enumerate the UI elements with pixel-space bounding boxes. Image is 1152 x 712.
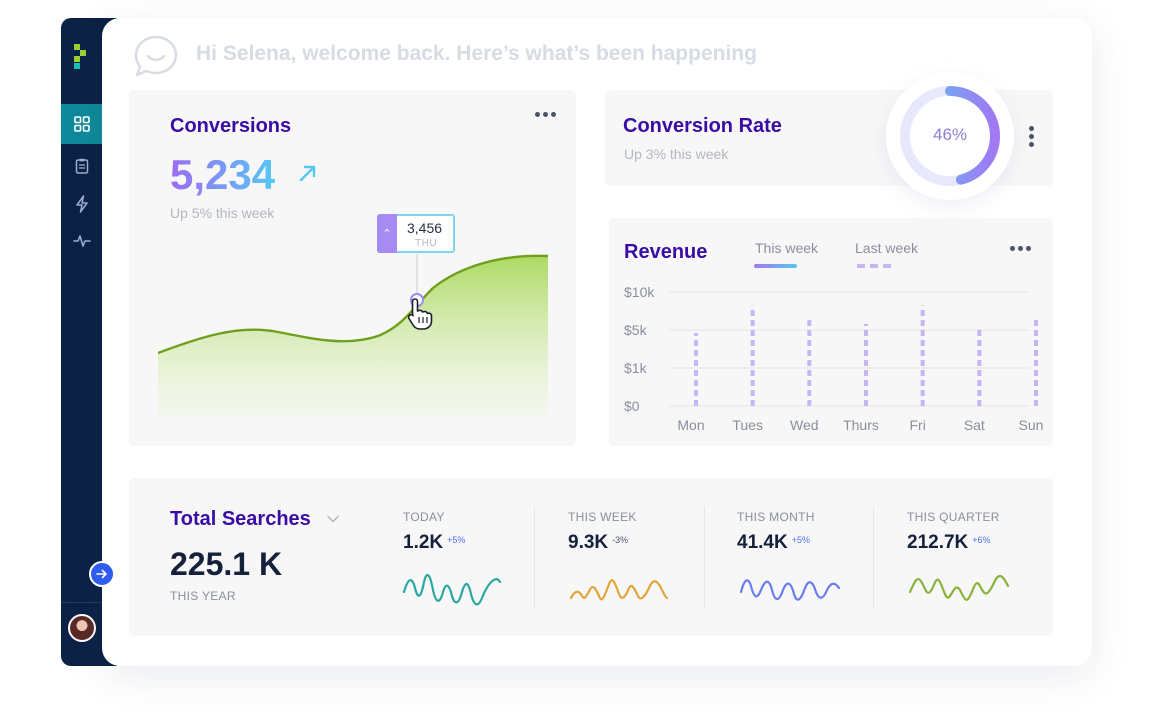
x-tick-label: Thurs <box>843 417 879 433</box>
y-tick-label: $1k <box>624 360 648 376</box>
total-searches-period: THIS YEAR <box>170 589 236 603</box>
sidebar-item-dashboard[interactable] <box>61 104 102 144</box>
conversion-rate-gauge <box>900 86 1000 186</box>
total-searches-title: Total Searches <box>170 508 311 530</box>
total-searches-card <box>129 478 1053 636</box>
legend-last-week[interactable]: Last week <box>855 240 919 256</box>
stat-delta: +5% <box>791 535 810 545</box>
conversion-rate-title: Conversion Rate <box>623 115 782 137</box>
sparkline-this-month <box>739 579 841 601</box>
stat-this-month: THIS MONTH 41.4K +5% <box>737 510 815 554</box>
conversions-more-button[interactable] <box>535 112 556 117</box>
stat-value: 1.2K +5% <box>403 532 465 554</box>
stat-label: TODAY <box>403 510 445 524</box>
clipboard-icon <box>75 158 88 174</box>
stat-label: THIS MONTH <box>737 510 815 524</box>
conversions-title: Conversions <box>170 115 292 137</box>
sidebar-item-actions[interactable] <box>61 184 102 224</box>
tooltip-day: THU <box>415 238 438 249</box>
x-tick-label: Fri <box>910 417 926 433</box>
revenue-title: Revenue <box>624 241 708 263</box>
conversion-rate-arc <box>900 86 1000 186</box>
conversions-subtitle: Up 5% this week <box>170 205 275 221</box>
sparkline-today <box>402 573 502 606</box>
stat-value-number: 41.4K <box>737 532 788 553</box>
conversion-rate-subtitle: Up 3% this week <box>624 146 729 162</box>
stat-label: THIS WEEK <box>568 510 637 524</box>
tooltip-value: 3,456 <box>407 220 443 236</box>
chat-bubble-smile-icon <box>134 35 178 77</box>
grid-icon <box>73 116 90 132</box>
x-tick-label: Mon <box>677 417 704 433</box>
conversions-tooltip: ⌃ 3,456 THU <box>377 214 455 253</box>
stat-divider <box>534 506 535 608</box>
sidebar-item-activity[interactable] <box>61 221 102 261</box>
conversions-value: 5,234 <box>170 151 276 198</box>
conversion-rate-value: 46% <box>932 125 968 144</box>
conversions-line <box>158 254 548 355</box>
app-logo <box>74 44 86 69</box>
y-tick-label: $10k <box>624 284 655 300</box>
stat-today: TODAY 1.2K +5% <box>403 510 465 554</box>
sparkline-this-quarter <box>908 574 1010 601</box>
arrow-right-icon <box>96 569 107 579</box>
x-tick-label: Sat <box>964 417 985 433</box>
legend-this-week-swatch <box>754 264 797 268</box>
stat-value: 41.4K +5% <box>737 532 815 554</box>
conversion-rate-more-button[interactable] <box>1029 126 1034 147</box>
conversions-area-chart <box>158 254 548 418</box>
greeting-text: Hi Selena, welcome back. Here’s what’s b… <box>196 42 757 65</box>
revenue-bar-chart: $10k $5k $1k $0 Mon Tues Wed Thurs Fri Sat Sun <box>624 284 1044 433</box>
x-tick-label: Tues <box>732 417 763 433</box>
stat-divider <box>873 506 874 608</box>
stat-label: THIS QUARTER <box>907 510 1000 524</box>
arrow-up-right-icon <box>299 165 316 182</box>
expand-sidebar-button[interactable] <box>89 561 115 587</box>
legend-this-week[interactable]: This week <box>755 240 819 256</box>
y-tick-label: $0 <box>624 398 640 414</box>
y-tick-label: $5k <box>624 322 648 338</box>
conversions-area-fill <box>158 255 548 418</box>
sidebar-divider <box>61 602 102 603</box>
activity-icon <box>72 235 91 247</box>
revenue-more-button[interactable] <box>1010 246 1031 251</box>
x-tick-label: Sun <box>1019 417 1044 433</box>
stat-value-number: 9.3K <box>568 532 609 553</box>
stat-value: 9.3K -3% <box>568 532 637 554</box>
sparkline-this-week <box>569 579 669 601</box>
stat-value-number: 1.2K <box>403 532 444 553</box>
stat-value-number: 212.7K <box>907 532 969 553</box>
lightning-icon <box>75 195 88 213</box>
stat-divider <box>704 506 705 608</box>
stat-value: 212.7K +6% <box>907 532 1000 554</box>
stat-delta: +6% <box>972 535 991 545</box>
pointer-hand-icon <box>407 298 433 330</box>
stat-delta: +5% <box>447 535 466 545</box>
stat-this-quarter: THIS QUARTER 212.7K +6% <box>907 510 1000 554</box>
stat-this-week: THIS WEEK 9.3K -3% <box>568 510 637 554</box>
stat-delta: -3% <box>612 535 629 545</box>
chevron-down-icon[interactable] <box>327 515 339 523</box>
chevron-up-icon: ⌃ <box>377 214 397 253</box>
x-tick-label: Wed <box>790 417 819 433</box>
avatar[interactable] <box>68 614 96 642</box>
legend-last-week-swatch <box>857 264 893 268</box>
sidebar-item-reports[interactable] <box>61 146 102 186</box>
total-searches-value: 225.1 K <box>170 546 283 582</box>
